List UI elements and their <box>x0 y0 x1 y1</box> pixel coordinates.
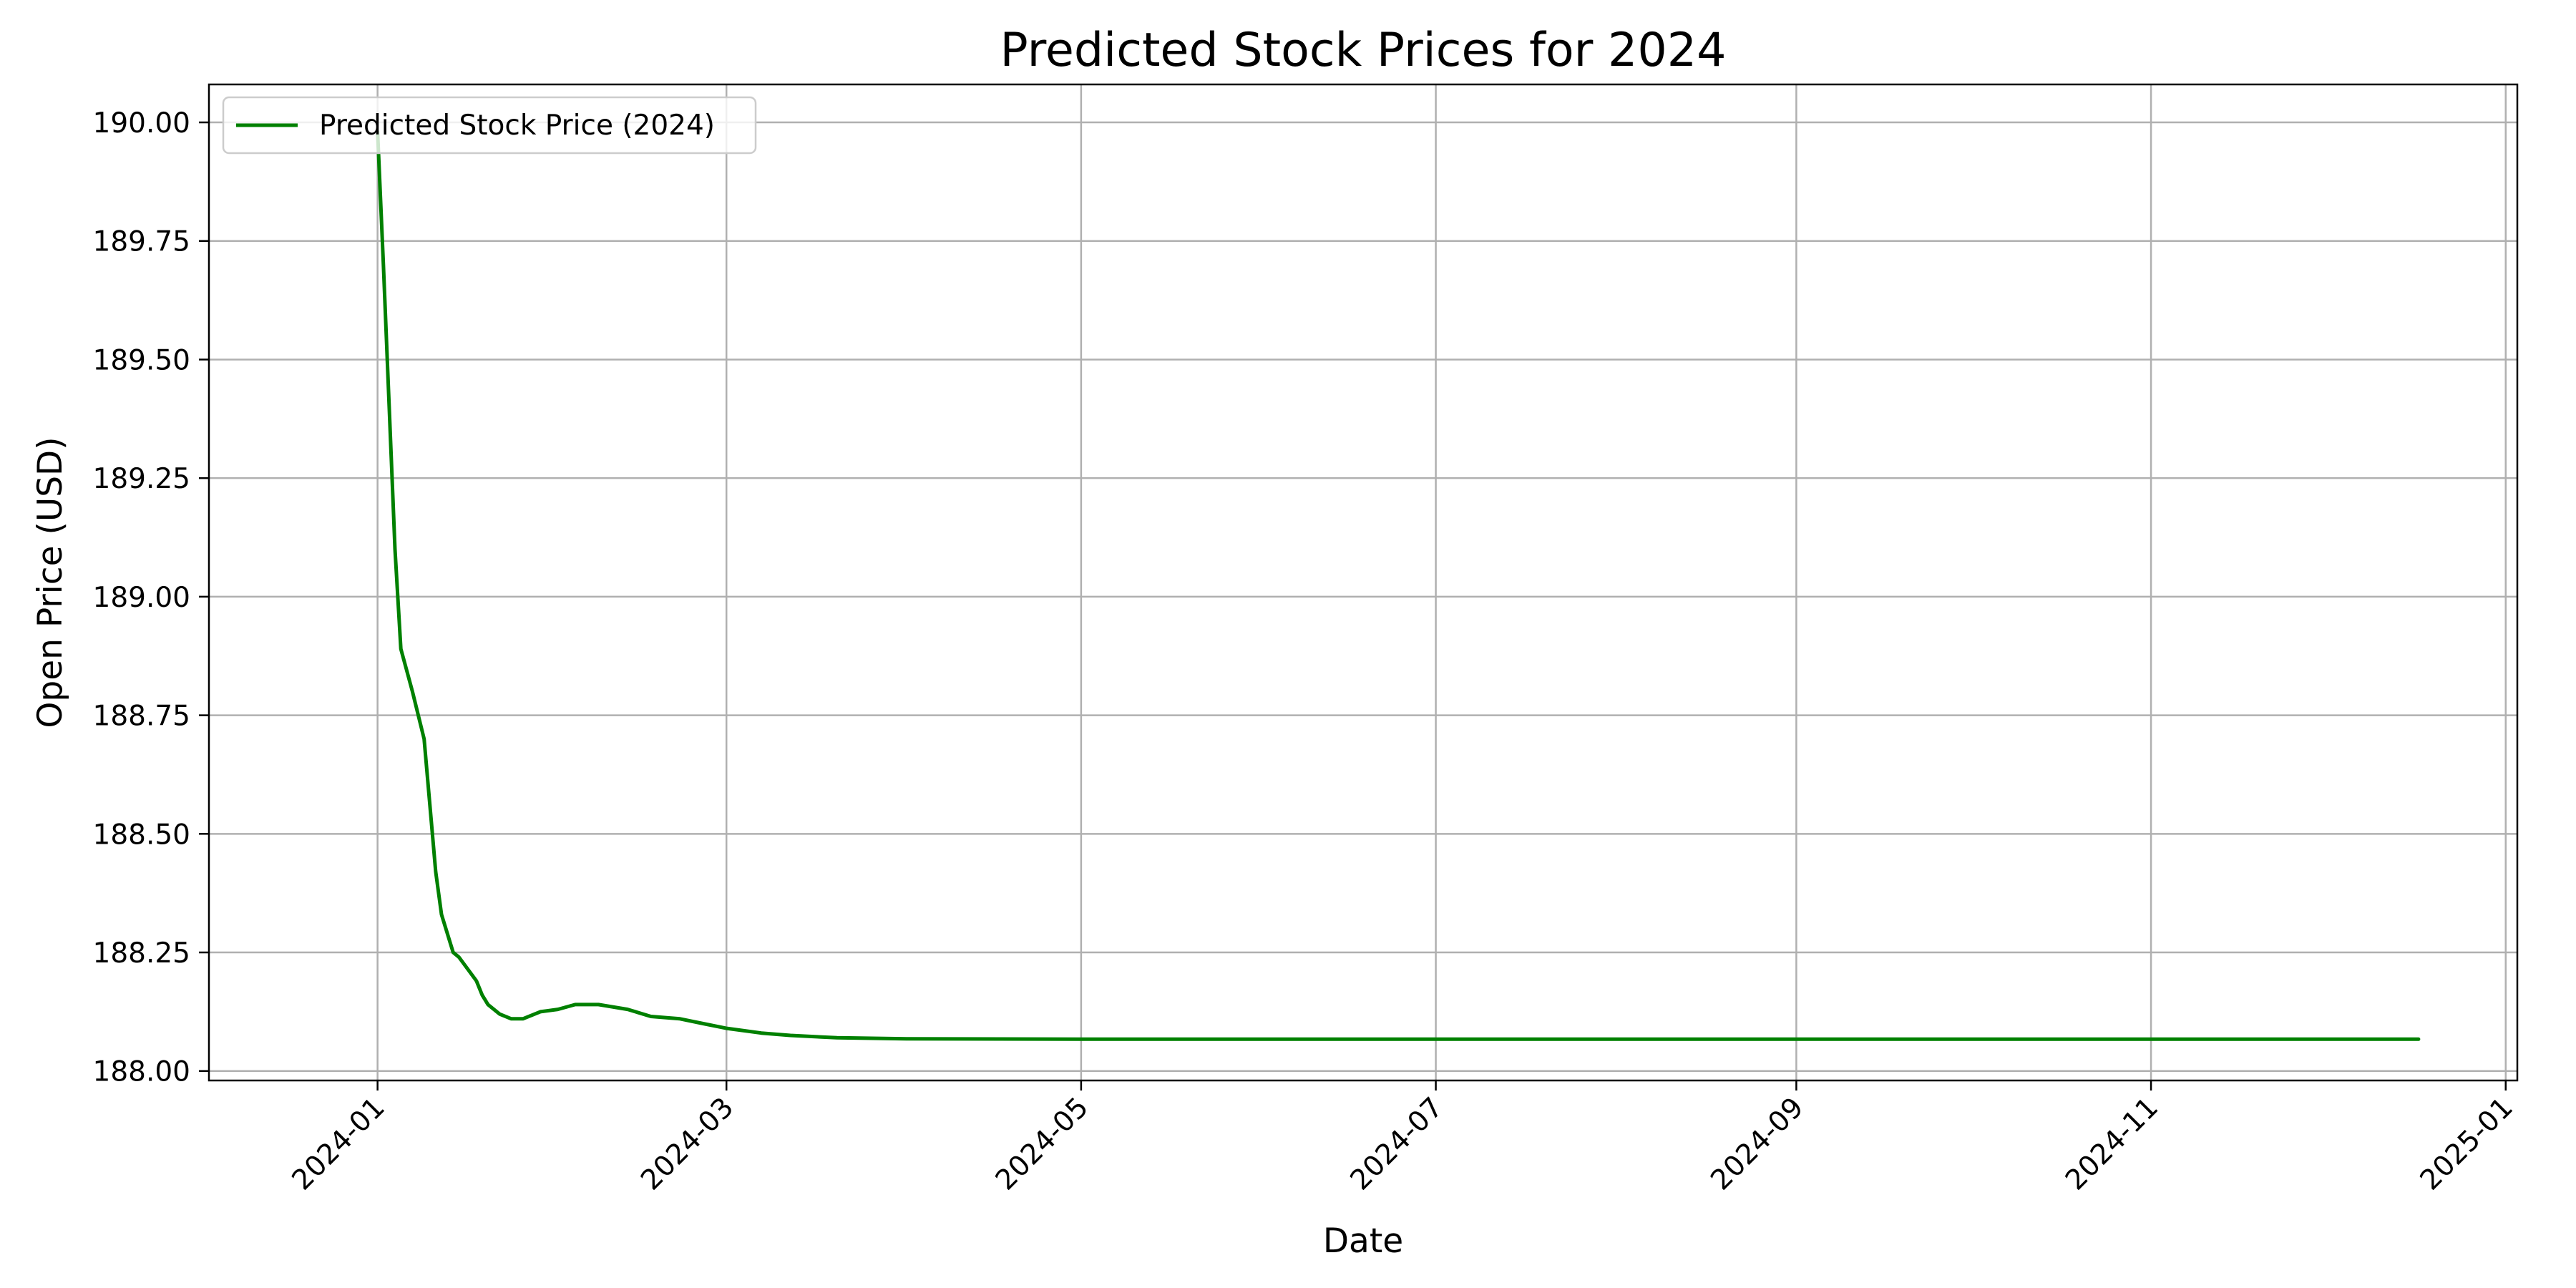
y-tick-label: 190.00 <box>93 107 190 140</box>
legend-label: Predicted Stock Price (2024) <box>319 109 715 142</box>
ticks: 2024-01 2024-03 2024-05 2024-07 2024-09 2024-… <box>93 107 2519 1196</box>
chart-title: Predicted Stock Prices for 2024 <box>1000 24 1727 77</box>
x-tick-label: 2024-01 <box>286 1091 391 1196</box>
y-tick-label: 189.00 <box>93 582 190 614</box>
y-axis-label: Open Price (USD) <box>31 436 70 728</box>
y-tick-label: 188.00 <box>93 1056 190 1088</box>
y-tick-label: 188.75 <box>93 701 190 733</box>
y-tick-label: 188.25 <box>93 937 190 970</box>
x-tick-label: 2024-07 <box>1345 1091 1450 1196</box>
y-tick-label: 189.50 <box>93 344 190 376</box>
x-tick-label: 2024-11 <box>2059 1091 2165 1196</box>
grid <box>209 84 2517 1080</box>
x-tick-label: 2024-09 <box>1704 1091 1810 1196</box>
x-tick-label: 2024-05 <box>990 1091 1095 1196</box>
x-tick-label: 2024-03 <box>635 1091 740 1196</box>
y-tick-label: 189.75 <box>93 226 190 258</box>
legend: Predicted Stock Price (2024) <box>222 96 757 155</box>
series-line <box>376 130 2421 1041</box>
series-layer <box>376 130 2421 1041</box>
y-tick-label: 189.25 <box>93 463 190 495</box>
axes-frame <box>208 83 2519 1082</box>
y-tick-label: 188.50 <box>93 819 190 851</box>
x-tick-label: 2025-01 <box>2414 1091 2519 1196</box>
x-axis-label: Date <box>1323 1221 1403 1261</box>
legend-box <box>222 96 757 155</box>
